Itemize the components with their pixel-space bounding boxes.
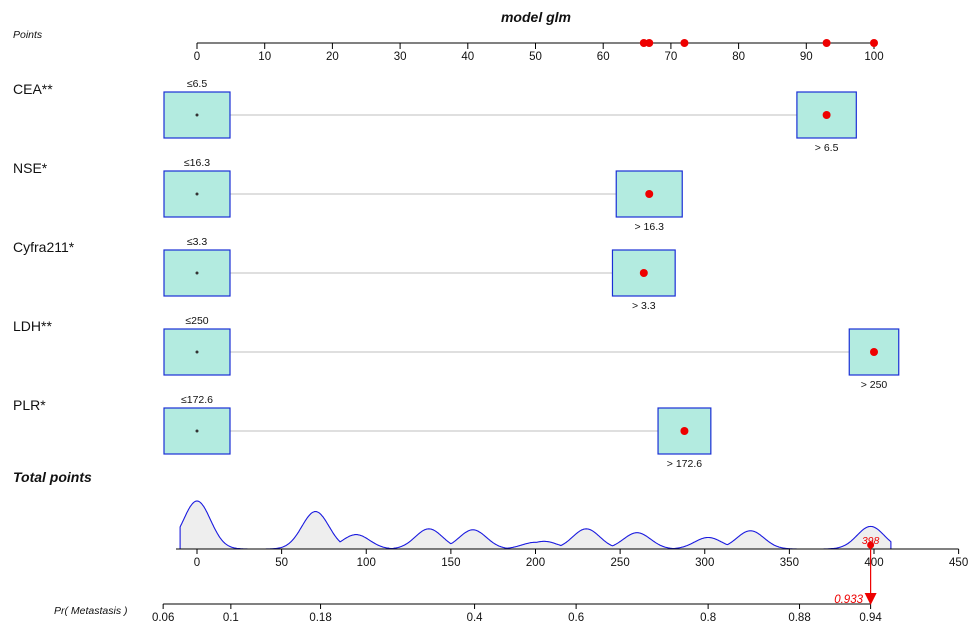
level-label: > 172.6 xyxy=(667,458,702,470)
probability-axis-label: Pr( Metastasis ) xyxy=(54,605,128,617)
total-points-density xyxy=(179,500,892,550)
level-label: > 6.5 xyxy=(815,142,839,154)
points-tick-label: 100 xyxy=(864,51,883,63)
selected-point-marker xyxy=(870,39,878,47)
total-points-tick-label: 150 xyxy=(441,557,460,569)
total-points-tick-label: 0 xyxy=(194,557,200,569)
total-points-tick-label: 100 xyxy=(357,557,376,569)
projection-arrowhead xyxy=(864,593,877,605)
variable-name: PLR* xyxy=(13,397,46,413)
level-dot xyxy=(195,350,199,354)
variable-name: Cyfra211* xyxy=(13,239,75,255)
probability-tick-label: 0.88 xyxy=(788,612,810,624)
selected-level-marker xyxy=(645,190,654,198)
probability-tick-label: 0.1 xyxy=(223,612,239,624)
total-points-tick-label: 250 xyxy=(611,557,630,569)
level-label: > 16.3 xyxy=(634,221,664,233)
points-tick-label: 0 xyxy=(194,51,200,63)
selected-point-marker xyxy=(822,39,831,47)
total-points-marker xyxy=(867,541,875,549)
level-dot xyxy=(195,271,199,275)
points-tick-label: 80 xyxy=(732,51,745,63)
points-tick-label: 90 xyxy=(800,51,813,63)
points-tick-label: 30 xyxy=(394,51,407,63)
points-tick-label: 50 xyxy=(529,51,542,63)
probability-tick-label: 0.6 xyxy=(568,612,584,624)
level-label: ≤172.6 xyxy=(181,394,213,406)
total-points-tick-label: 450 xyxy=(949,557,968,569)
probability-tick-label: 0.4 xyxy=(467,612,484,624)
total-points-tick-label: 200 xyxy=(526,557,545,569)
total-points-label: Total points xyxy=(13,469,92,485)
variable-name: NSE* xyxy=(13,160,48,176)
selected-level-marker xyxy=(639,269,648,277)
selected-level-marker xyxy=(822,111,831,119)
probability-selected-label: 0.933 xyxy=(834,594,863,606)
probability-tick-label: 0.8 xyxy=(700,612,716,624)
total-points-tick-label: 350 xyxy=(780,557,799,569)
points-tick-label: 10 xyxy=(258,51,271,63)
level-dot xyxy=(195,192,199,196)
points-tick-label: 60 xyxy=(597,51,610,63)
selected-point-marker xyxy=(645,39,654,47)
level-dot xyxy=(195,429,199,433)
total-points-tick-label: 400 xyxy=(864,557,883,569)
chart-title: model glm xyxy=(501,9,571,25)
variable-name: CEA** xyxy=(13,81,53,97)
probability-tick-label: 0.06 xyxy=(152,612,174,624)
total-points-selected-label: 398 xyxy=(862,535,880,547)
selected-point-marker xyxy=(680,39,689,47)
level-label: ≤16.3 xyxy=(184,157,210,169)
selected-level-marker xyxy=(870,348,878,356)
probability-tick-label: 0.18 xyxy=(309,612,331,624)
level-label: ≤6.5 xyxy=(187,78,208,90)
variable-name: LDH** xyxy=(13,318,52,334)
level-label: ≤250 xyxy=(185,315,208,327)
probability-tick-label: 0.94 xyxy=(859,612,882,624)
points-axis-label: Points xyxy=(13,29,43,41)
points-tick-label: 70 xyxy=(665,51,678,63)
points-tick-label: 40 xyxy=(461,51,474,63)
level-label: > 250 xyxy=(861,379,888,391)
level-label: ≤3.3 xyxy=(187,236,208,248)
total-points-tick-label: 50 xyxy=(275,557,288,569)
level-label: > 3.3 xyxy=(632,300,656,312)
selected-level-marker xyxy=(680,427,689,435)
points-tick-label: 20 xyxy=(326,51,339,63)
total-points-tick-label: 300 xyxy=(695,557,714,569)
level-dot xyxy=(195,113,199,117)
